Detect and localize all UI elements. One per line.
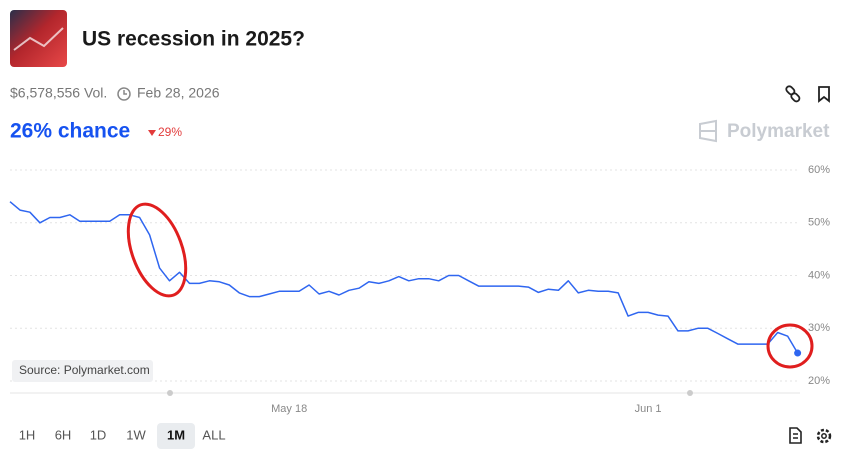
link-icon[interactable] — [790, 92, 801, 103]
change: 29% — [158, 125, 182, 139]
range-button[interactable]: 6H — [55, 427, 72, 442]
settings-center[interactable] — [821, 433, 827, 439]
range-handle[interactable] — [167, 390, 173, 396]
doc-button[interactable] — [789, 427, 802, 444]
range-handle[interactable] — [687, 390, 693, 396]
end-date: Feb 28, 2026 — [137, 85, 220, 101]
y-tick-label: 50% — [808, 217, 830, 229]
bookmark-button[interactable] — [818, 86, 830, 103]
highlight-circle — [126, 202, 188, 298]
price-line — [9, 201, 799, 354]
link-button[interactable] — [785, 85, 801, 103]
range-selected — [157, 423, 195, 449]
range-button[interactable]: ALL — [202, 427, 225, 442]
source: Source: Polymarket.com — [19, 363, 150, 377]
settings-button[interactable] — [816, 428, 832, 444]
x-tick-label: May 18 — [271, 403, 307, 415]
brand-logo — [699, 119, 717, 143]
volume: $6,578,556 Vol. — [10, 85, 107, 101]
range-button[interactable]: 1M — [167, 427, 185, 442]
image-decoration — [13, 27, 64, 51]
market-title: US recession in 2025? — [82, 28, 305, 51]
range-button[interactable]: 1D — [90, 427, 107, 442]
y-tick-label: 60% — [808, 164, 830, 176]
range-buttons: 1H 6H 1D 1W 1M ALL — [19, 427, 226, 442]
highlight-circle — [766, 323, 814, 369]
x-tick-label: Jun 1 — [635, 403, 662, 415]
source-box — [12, 360, 153, 382]
brand: Polymarket — [727, 121, 830, 142]
change-arrow — [148, 130, 156, 136]
market-image — [10, 10, 67, 67]
y-tick-label: 20% — [808, 375, 830, 387]
chance: 26% chance — [10, 120, 130, 143]
y-tick-label: 40% — [808, 269, 830, 281]
last-point — [794, 349, 802, 357]
clock-icon — [117, 87, 131, 101]
range-button[interactable]: 1W — [126, 427, 146, 442]
range-button[interactable]: 1H — [19, 427, 36, 442]
y-tick-label: 30% — [808, 322, 830, 334]
clock-hands — [123, 90, 127, 95]
